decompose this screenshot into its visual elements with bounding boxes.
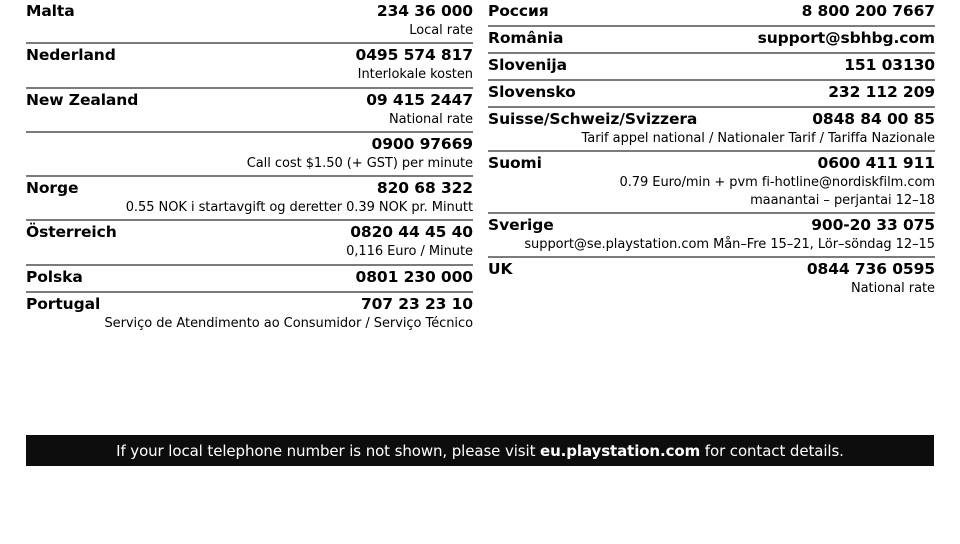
list-item: Malta 234 36 000 Local rate [26, 0, 473, 45]
country-label: Suisse/Schweiz/Svizzera [488, 110, 698, 128]
country-label: România [488, 29, 564, 47]
list-item: Slovenija 151 03130 [488, 54, 935, 81]
list-item: Polska 0801 230 000 [26, 266, 473, 293]
footer-banner-text: If your local telephone number is not sh… [116, 442, 844, 460]
phone-number: 707 23 23 10 [360, 294, 473, 313]
entry-main-row: UK 0844 736 0595 [488, 258, 935, 280]
directory-columns: Malta 234 36 000 Local rate Nederland 04… [26, 0, 935, 335]
rate-note: 0.55 NOK i startavgift og deretter 0.39 … [125, 200, 473, 216]
phone-number: 151 03130 [844, 56, 935, 74]
phone-number: 0495 574 817 [355, 46, 474, 65]
phone-number: 900-20 33 075 [811, 215, 935, 234]
contact-email: support@sbhbg.com [757, 29, 935, 47]
footer-text-before: If your local telephone number is not sh… [116, 441, 541, 460]
country-label: New Zealand [26, 90, 139, 109]
rate-note: Call cost $1.50 (+ GST) per minute [246, 155, 473, 171]
country-label: Россия [488, 2, 549, 20]
list-item: Suomi 0600 411 911 0.79 Euro/min + pvm f… [488, 152, 935, 214]
entry-main-row: Slovensko 232 112 209 [488, 81, 935, 103]
country-label: UK [488, 260, 513, 279]
entry-main-row: Suisse/Schweiz/Svizzera 0848 84 00 85 [488, 108, 935, 130]
list-item: UK 0844 736 0595 National rate [488, 258, 935, 300]
entry-main-row: 0900 97669 [26, 133, 474, 155]
country-label: Slovensko [488, 83, 576, 101]
entry-main-row: România support@sbhbg.com [488, 27, 935, 49]
rate-note: Interlokale kosten [357, 67, 473, 83]
rate-note: National rate [850, 281, 935, 297]
left-column: Malta 234 36 000 Local rate Nederland 04… [26, 0, 473, 335]
country-label: Malta [26, 2, 75, 20]
rate-note: Tarif appel national / Nationaler Tarif … [581, 131, 936, 146]
list-item: Nederland 0495 574 817 Interlokale koste… [26, 44, 473, 89]
rate-note: Local rate [409, 23, 473, 38]
list-item: 0900 97669 Call cost $1.50 (+ GST) per m… [26, 133, 474, 178]
rate-note: support@se.playstation.com Mån–Fre 15–21… [524, 236, 935, 252]
entry-main-row: Nederland 0495 574 817 [26, 44, 473, 66]
phone-number: 0820 44 45 40 [350, 223, 473, 242]
entry-main-row: Sverige 900-20 33 075 [488, 214, 935, 236]
entry-main-row: New Zealand 09 415 2447 [26, 89, 473, 111]
phone-number: 0900 97669 [371, 134, 474, 153]
rate-note: 0,116 Euro / Minute [346, 244, 473, 260]
phone-number: 0844 736 0595 [806, 260, 935, 279]
footer-website-link[interactable]: eu.playstation.com [540, 441, 701, 460]
country-label: Norge [26, 179, 79, 198]
phone-number: 8 800 200 7667 [801, 2, 936, 20]
list-item: România support@sbhbg.com [488, 27, 935, 54]
country-label: Slovenija [488, 56, 567, 74]
phone-number: 09 415 2447 [366, 90, 473, 109]
rate-note: 0.79 Euro/min + pvm fi-hotline@nordiskfi… [619, 175, 935, 191]
entry-main-row: Slovenija 151 03130 [488, 54, 935, 76]
phone-number: 0801 230 000 [355, 267, 474, 286]
list-item: Suisse/Schweiz/Svizzera 0848 84 00 85 Ta… [488, 108, 936, 153]
list-item: New Zealand 09 415 2447 National rate [26, 89, 473, 133]
list-item: Norge 820 68 322 0.55 NOK i startavgift … [26, 177, 473, 222]
phone-number: 820 68 322 [376, 179, 473, 198]
list-item: Sverige 900-20 33 075 support@se.playsta… [488, 214, 935, 259]
list-item: Slovensko 232 112 209 [488, 81, 935, 108]
country-label: Sverige [488, 215, 554, 234]
rate-note: Serviço de Atendimento ao Consumidor / S… [104, 315, 473, 331]
rate-note: National rate [388, 111, 473, 127]
entry-main-row: Norge 820 68 322 [26, 177, 473, 199]
country-label: Portugal [26, 294, 101, 313]
phone-number: 0600 411 911 [817, 154, 936, 173]
entry-main-row: Portugal 707 23 23 10 [26, 293, 473, 315]
opening-hours-note: maanantai – perjantai 12–18 [750, 192, 935, 208]
phone-number: 232 112 209 [828, 83, 935, 101]
list-item: Россия 8 800 200 7667 [488, 0, 935, 27]
list-item: Portugal 707 23 23 10 Serviço de Atendim… [26, 293, 473, 335]
right-column: Россия 8 800 200 7667 România support@sb… [488, 0, 935, 335]
footer-text-after: for contact details. [700, 441, 844, 460]
entry-main-row: Polska 0801 230 000 [26, 266, 473, 288]
entry-main-row: Suomi 0600 411 911 [488, 152, 935, 174]
country-label: Nederland [26, 46, 116, 65]
list-item: Österreich 0820 44 45 40 0,116 Euro / Mi… [26, 221, 473, 266]
entry-main-row: Malta 234 36 000 [26, 0, 473, 22]
phone-number: 234 36 000 [376, 2, 473, 20]
country-label: Suomi [488, 154, 542, 173]
phone-number: 0848 84 00 85 [812, 110, 935, 128]
entry-main-row: Österreich 0820 44 45 40 [26, 221, 473, 243]
country-label: Österreich [26, 223, 117, 242]
entry-main-row: Россия 8 800 200 7667 [488, 0, 935, 22]
country-label: Polska [26, 267, 83, 286]
footer-banner: If your local telephone number is not sh… [26, 435, 934, 466]
